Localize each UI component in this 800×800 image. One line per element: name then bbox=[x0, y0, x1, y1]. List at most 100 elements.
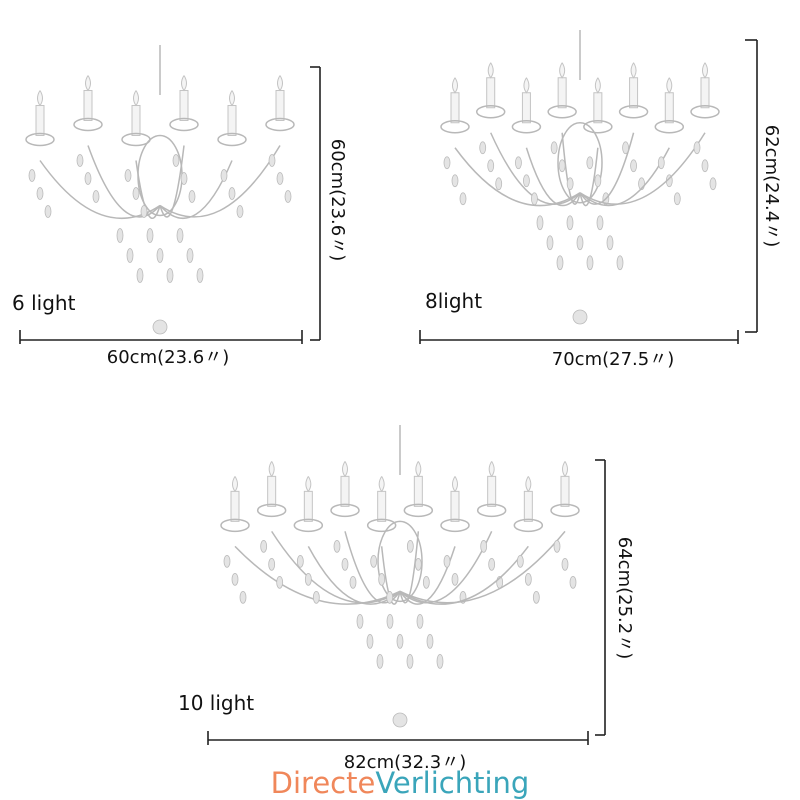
arm bbox=[579, 132, 635, 205]
crystal bbox=[341, 557, 349, 571]
crystal bbox=[396, 633, 404, 649]
cup bbox=[256, 503, 287, 518]
light-count: 6 light bbox=[12, 291, 76, 315]
crystal bbox=[422, 575, 430, 589]
crystal bbox=[136, 268, 144, 283]
crystal bbox=[333, 539, 341, 553]
crystal bbox=[556, 255, 564, 271]
cup bbox=[25, 132, 55, 147]
flame bbox=[85, 75, 91, 92]
crystal bbox=[558, 159, 566, 173]
crystal bbox=[188, 190, 196, 203]
arm bbox=[561, 132, 581, 205]
flame bbox=[452, 77, 458, 94]
crystal bbox=[622, 141, 629, 155]
crystal bbox=[378, 572, 386, 586]
crystal bbox=[76, 154, 84, 167]
brand-part: Verlichting bbox=[375, 766, 529, 800]
candle bbox=[487, 475, 497, 507]
crystal bbox=[406, 653, 414, 669]
flame bbox=[525, 476, 532, 493]
candle bbox=[303, 490, 313, 522]
light-count: 10 light bbox=[178, 691, 254, 715]
candle bbox=[131, 105, 141, 136]
flame bbox=[181, 75, 187, 92]
crystal bbox=[228, 187, 236, 200]
cup bbox=[440, 518, 470, 533]
chandeliers bbox=[25, 30, 720, 728]
crystal bbox=[406, 539, 414, 553]
crystal bbox=[436, 653, 444, 669]
candle bbox=[275, 90, 285, 121]
drop bbox=[152, 319, 168, 335]
candle bbox=[413, 475, 423, 507]
flame bbox=[378, 476, 385, 493]
crystal bbox=[356, 613, 364, 629]
crystal bbox=[223, 554, 231, 568]
crystal bbox=[268, 557, 276, 571]
crystal bbox=[693, 141, 701, 155]
crystal bbox=[349, 575, 357, 589]
cup bbox=[654, 120, 685, 134]
cup bbox=[265, 117, 295, 132]
crystal bbox=[284, 190, 292, 203]
arm bbox=[399, 531, 493, 604]
flame bbox=[523, 77, 530, 94]
body bbox=[377, 520, 423, 603]
flame bbox=[666, 77, 673, 94]
crystal bbox=[386, 590, 394, 604]
flame bbox=[232, 476, 238, 493]
candle bbox=[523, 490, 533, 522]
arm bbox=[159, 145, 185, 218]
arm bbox=[454, 147, 581, 207]
candle bbox=[230, 490, 240, 522]
candle bbox=[267, 475, 277, 507]
crystal bbox=[268, 154, 276, 167]
candle bbox=[486, 77, 496, 109]
crystal bbox=[566, 177, 574, 191]
crystal bbox=[487, 159, 495, 173]
crystal bbox=[546, 235, 554, 251]
candle bbox=[629, 77, 639, 109]
crystal bbox=[586, 255, 594, 271]
drop bbox=[572, 309, 588, 325]
crystal bbox=[236, 205, 244, 218]
cup bbox=[220, 518, 250, 533]
candle bbox=[450, 92, 460, 124]
arm bbox=[525, 147, 581, 207]
arm bbox=[159, 145, 281, 218]
crystal bbox=[176, 228, 184, 243]
flame bbox=[559, 62, 566, 79]
candle bbox=[179, 90, 189, 121]
cup bbox=[169, 117, 199, 132]
flame bbox=[630, 62, 637, 79]
crystal bbox=[576, 235, 584, 251]
crystal bbox=[596, 215, 604, 231]
body bbox=[557, 122, 603, 204]
crystal bbox=[515, 156, 522, 170]
brand-part: Directe bbox=[271, 766, 376, 800]
crystal bbox=[172, 154, 180, 167]
crystal bbox=[84, 172, 92, 185]
crystal bbox=[124, 169, 132, 182]
candle bbox=[557, 77, 567, 109]
crystal bbox=[630, 159, 637, 173]
cup bbox=[217, 132, 247, 147]
arm bbox=[307, 545, 401, 605]
flame bbox=[488, 461, 495, 478]
crystal bbox=[370, 554, 378, 568]
flame bbox=[37, 90, 43, 107]
crystal bbox=[586, 156, 594, 170]
crystal bbox=[616, 255, 624, 271]
cup bbox=[121, 132, 151, 147]
height-label: 64cm(25.2〃) bbox=[614, 537, 635, 659]
crystal bbox=[116, 228, 124, 243]
cup bbox=[690, 105, 720, 119]
width-label: 60cm(23.6〃) bbox=[107, 347, 229, 368]
crystal bbox=[701, 159, 709, 173]
flame bbox=[415, 461, 422, 478]
flame bbox=[562, 461, 568, 478]
height-label: 62cm(24.4〃) bbox=[761, 125, 782, 247]
cup bbox=[330, 503, 360, 518]
